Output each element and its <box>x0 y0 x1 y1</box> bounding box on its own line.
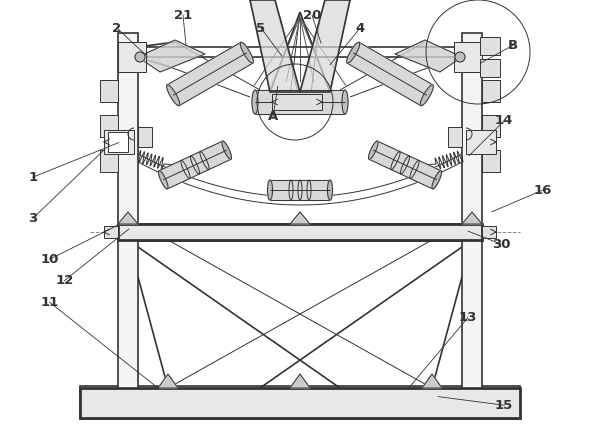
Text: 2: 2 <box>112 22 122 35</box>
Polygon shape <box>462 212 482 224</box>
Circle shape <box>455 52 465 62</box>
Text: 20: 20 <box>303 9 321 22</box>
Text: 14: 14 <box>495 114 513 127</box>
Bar <box>462 33 482 388</box>
Bar <box>480 59 500 77</box>
Bar <box>454 42 482 72</box>
Bar <box>80 386 520 418</box>
Polygon shape <box>158 374 178 388</box>
Circle shape <box>135 52 145 62</box>
Ellipse shape <box>268 180 272 200</box>
Text: A: A <box>268 110 278 123</box>
Bar <box>104 130 134 154</box>
Bar <box>480 37 500 55</box>
Bar <box>482 226 496 238</box>
Text: 15: 15 <box>495 399 513 412</box>
Bar <box>100 115 118 137</box>
Polygon shape <box>290 374 310 388</box>
Text: 1: 1 <box>28 171 38 184</box>
Ellipse shape <box>420 85 433 106</box>
Bar <box>482 80 500 102</box>
Polygon shape <box>300 0 350 92</box>
Polygon shape <box>159 141 231 189</box>
Polygon shape <box>255 90 345 114</box>
Ellipse shape <box>368 141 378 159</box>
Ellipse shape <box>222 141 232 159</box>
Ellipse shape <box>158 171 168 189</box>
Bar <box>100 150 118 172</box>
Bar <box>272 94 322 110</box>
Text: 30: 30 <box>492 238 510 251</box>
Bar <box>138 127 152 147</box>
Polygon shape <box>369 141 441 189</box>
Ellipse shape <box>252 90 258 114</box>
Ellipse shape <box>342 90 348 114</box>
Ellipse shape <box>328 180 332 200</box>
Bar <box>104 226 118 238</box>
Ellipse shape <box>432 171 442 189</box>
Bar <box>448 127 462 147</box>
Text: 10: 10 <box>41 253 59 266</box>
Ellipse shape <box>240 42 253 63</box>
Bar <box>482 115 500 137</box>
Ellipse shape <box>167 85 180 106</box>
Bar <box>108 132 128 152</box>
Text: B: B <box>508 39 518 52</box>
Bar <box>100 80 118 102</box>
Text: 21: 21 <box>174 9 192 22</box>
Text: 5: 5 <box>256 22 266 35</box>
Polygon shape <box>138 40 205 72</box>
Text: 11: 11 <box>41 296 59 309</box>
Polygon shape <box>290 212 310 224</box>
Polygon shape <box>422 374 442 388</box>
Polygon shape <box>395 40 462 72</box>
Text: 13: 13 <box>459 311 477 324</box>
Bar <box>118 42 146 72</box>
Polygon shape <box>167 42 253 106</box>
Ellipse shape <box>347 42 360 63</box>
Polygon shape <box>250 0 300 92</box>
Polygon shape <box>347 42 433 106</box>
Bar <box>482 150 500 172</box>
Text: 4: 4 <box>355 22 365 35</box>
Text: 16: 16 <box>534 184 552 197</box>
Bar <box>466 130 496 154</box>
Bar <box>80 388 520 418</box>
Bar <box>118 224 482 240</box>
Polygon shape <box>270 180 330 200</box>
Text: 3: 3 <box>28 212 38 225</box>
Text: 12: 12 <box>55 274 73 287</box>
Polygon shape <box>118 212 138 224</box>
Bar <box>118 33 138 388</box>
